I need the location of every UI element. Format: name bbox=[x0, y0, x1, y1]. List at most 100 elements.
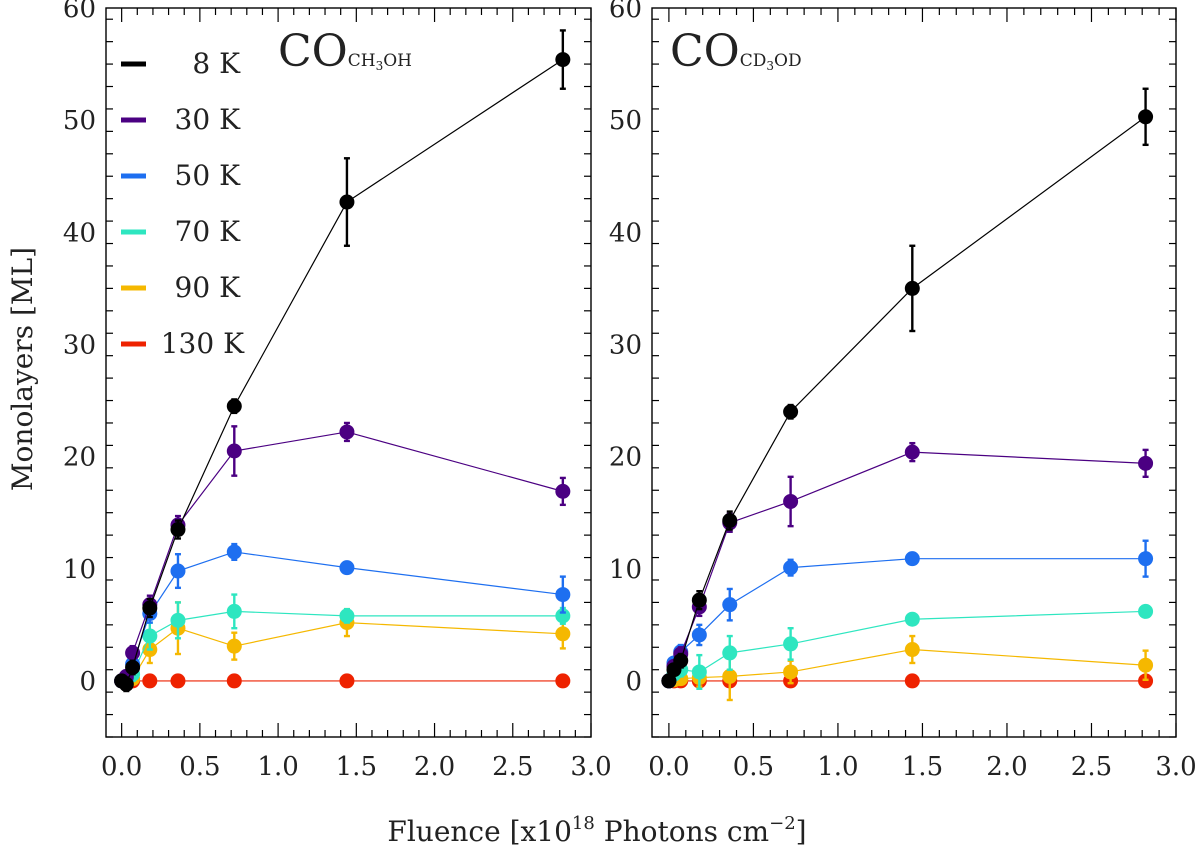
y-tick-label: 40 bbox=[63, 218, 96, 248]
data-point bbox=[722, 597, 738, 613]
x-tick-label: 3.0 bbox=[1155, 752, 1196, 782]
data-point bbox=[691, 664, 707, 680]
data-point bbox=[661, 673, 677, 689]
legend-label: 70 K bbox=[175, 215, 242, 248]
data-point bbox=[339, 608, 355, 624]
data-point bbox=[691, 627, 707, 643]
x-tick-label: 1.5 bbox=[336, 752, 377, 782]
data-point bbox=[339, 194, 355, 210]
legend-label: 30 K bbox=[175, 103, 242, 136]
data-point bbox=[555, 587, 571, 603]
data-point bbox=[904, 611, 920, 627]
data-point bbox=[555, 52, 571, 68]
data-point bbox=[339, 673, 355, 689]
panel-title-main: CO bbox=[670, 26, 740, 77]
y-tick-label: 20 bbox=[609, 443, 642, 473]
data-point bbox=[691, 592, 707, 608]
y-ticks bbox=[652, 18, 1176, 738]
x-tick-label: 0.5 bbox=[179, 752, 220, 782]
data-point bbox=[1138, 657, 1154, 673]
series-line bbox=[121, 59, 564, 686]
data-point bbox=[555, 608, 571, 624]
data-point bbox=[142, 628, 158, 644]
data-point bbox=[783, 664, 799, 680]
panel-title-sub3: OH bbox=[383, 51, 412, 71]
data-point bbox=[118, 676, 134, 692]
y-tick-label: 10 bbox=[609, 555, 642, 585]
x-tick-label: 0.0 bbox=[648, 752, 689, 782]
data-point bbox=[226, 443, 242, 459]
x-axis-title-exp1: 18 bbox=[572, 813, 595, 834]
panel-title: COCH3OH bbox=[278, 26, 412, 77]
legend-label: 8 K bbox=[192, 47, 241, 80]
data-point bbox=[170, 612, 186, 628]
data-point bbox=[142, 600, 158, 616]
data-point bbox=[904, 444, 920, 460]
y-tick-label: 10 bbox=[63, 555, 96, 585]
x-ticks bbox=[668, 8, 1177, 737]
data-point bbox=[170, 522, 186, 538]
data-point bbox=[1138, 603, 1154, 619]
data-point bbox=[226, 544, 242, 560]
data-point bbox=[722, 668, 738, 684]
data-point bbox=[125, 659, 141, 675]
data-point bbox=[1138, 551, 1154, 567]
y-axis-title: Monolayers [ML] bbox=[6, 247, 39, 491]
data-point bbox=[226, 638, 242, 654]
data-point bbox=[170, 673, 186, 689]
data-point bbox=[783, 493, 799, 509]
panel-title-sub: CH bbox=[348, 51, 376, 71]
data-point bbox=[555, 626, 571, 642]
y-tick-label: 60 bbox=[63, 0, 96, 24]
series-130-k bbox=[114, 673, 571, 689]
data-point bbox=[1138, 455, 1154, 471]
panel-title-sub2: 3 bbox=[766, 59, 774, 73]
data-point bbox=[339, 560, 355, 576]
panel-title-sub3: OD bbox=[774, 51, 802, 71]
data-point bbox=[783, 636, 799, 652]
series-8-k bbox=[661, 87, 1154, 689]
x-tick-label: 2.5 bbox=[492, 752, 533, 782]
plot-frame bbox=[651, 7, 1177, 738]
y-tick-label: 0 bbox=[79, 667, 96, 697]
x-tick-label: 2.5 bbox=[1071, 752, 1112, 782]
panel-title-sub2: 3 bbox=[376, 59, 384, 73]
legend-label: 130 K bbox=[161, 327, 245, 360]
data-point bbox=[904, 551, 920, 567]
y-tick-label: 20 bbox=[63, 443, 96, 473]
x-tick-label: 2.0 bbox=[414, 752, 455, 782]
series-90-k bbox=[661, 634, 1154, 702]
y-tick-label: 60 bbox=[609, 0, 642, 24]
data-point bbox=[226, 673, 242, 689]
y-tick-label: 0 bbox=[625, 667, 642, 697]
x-axis-title-suffix: ] bbox=[796, 815, 807, 848]
series-line bbox=[121, 431, 563, 682]
data-point bbox=[339, 424, 355, 440]
x-axis-title-exp2: −2 bbox=[769, 813, 796, 834]
x-tick-label: 2.0 bbox=[986, 752, 1027, 782]
series-30-k bbox=[114, 421, 571, 689]
x-tick-label: 1.0 bbox=[257, 752, 298, 782]
x-tick-label: 3.0 bbox=[570, 752, 611, 782]
y-ticks bbox=[106, 18, 591, 738]
panel-right: 0.0 0.5 1.0 1.5 2.0 2.5 3.0 0 10 20 30 40 50 60 COCD3O… bbox=[609, 0, 1197, 782]
y-tick-label: 30 bbox=[63, 330, 96, 360]
panel-title-sub: CD bbox=[740, 51, 767, 71]
data-point bbox=[226, 603, 242, 619]
legend-label: 90 K bbox=[175, 271, 242, 304]
data-point bbox=[904, 280, 920, 296]
x-tick-label: 1.5 bbox=[902, 752, 943, 782]
data-point bbox=[783, 404, 799, 420]
data-point bbox=[722, 645, 738, 661]
data-point bbox=[722, 513, 738, 529]
data-point bbox=[170, 563, 186, 579]
x-ticks bbox=[121, 8, 592, 737]
data-point bbox=[142, 673, 158, 689]
legend-label: 50 K bbox=[175, 159, 242, 192]
series-line bbox=[121, 621, 563, 682]
x-axis-title-prefix: Fluence [x10 bbox=[387, 815, 572, 848]
data-point bbox=[555, 483, 571, 499]
x-axis-title-mid: Photons cm bbox=[595, 815, 769, 848]
data-point bbox=[673, 653, 689, 669]
